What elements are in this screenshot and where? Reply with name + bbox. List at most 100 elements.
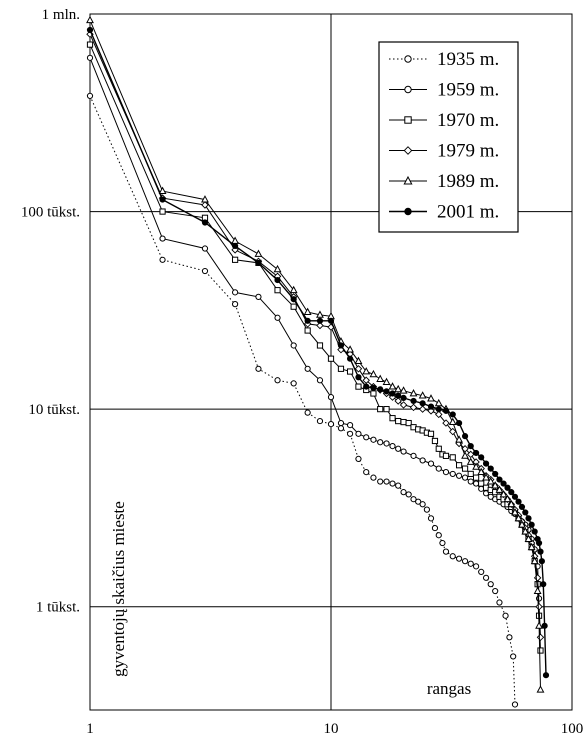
data-point bbox=[400, 394, 407, 401]
y-axis-label: gyventojų skaičius mieste bbox=[109, 501, 128, 677]
data-point bbox=[482, 473, 491, 481]
data-point bbox=[389, 390, 396, 397]
data-point bbox=[304, 365, 311, 372]
data-point bbox=[477, 467, 486, 476]
y-tick-label: 10 tūkst. bbox=[28, 402, 80, 418]
data-point bbox=[394, 397, 402, 405]
x-axis-label: rangas bbox=[427, 679, 471, 698]
data-point bbox=[522, 509, 529, 516]
y-tick-label: 100 tūkst. bbox=[21, 205, 80, 221]
data-point bbox=[400, 418, 407, 426]
data-point bbox=[410, 496, 417, 503]
data-point bbox=[535, 602, 543, 611]
data-point bbox=[435, 445, 442, 452]
data-point bbox=[255, 365, 262, 372]
data-point bbox=[362, 376, 370, 384]
data-point bbox=[370, 436, 377, 443]
data-point bbox=[442, 469, 450, 476]
data-point bbox=[159, 235, 166, 242]
legend-marker bbox=[404, 207, 412, 216]
data-point bbox=[478, 568, 485, 576]
data-point bbox=[455, 435, 464, 443]
data-point bbox=[346, 355, 354, 362]
data-point bbox=[482, 460, 490, 467]
data-point bbox=[449, 427, 457, 436]
data-point bbox=[410, 397, 417, 405]
data-point bbox=[201, 245, 209, 252]
data-point bbox=[316, 342, 324, 349]
series-6 bbox=[86, 26, 550, 679]
data-point bbox=[491, 481, 500, 489]
data-point bbox=[467, 442, 474, 450]
data-point bbox=[400, 448, 407, 455]
data-point bbox=[535, 621, 543, 629]
data-point bbox=[363, 383, 370, 390]
plot-frame bbox=[89, 13, 573, 711]
data-point bbox=[231, 256, 239, 263]
data-point bbox=[431, 524, 439, 532]
data-point bbox=[346, 368, 354, 375]
data-point bbox=[435, 532, 442, 539]
data-point bbox=[290, 303, 297, 310]
data-point bbox=[531, 528, 538, 535]
data-point bbox=[507, 499, 516, 508]
data-point bbox=[518, 503, 526, 510]
data-point bbox=[427, 460, 435, 467]
data-point bbox=[290, 342, 297, 349]
data-point bbox=[86, 15, 94, 24]
data-point bbox=[478, 480, 485, 487]
data-point bbox=[337, 419, 345, 427]
data-point bbox=[448, 417, 457, 425]
data-point bbox=[510, 653, 517, 660]
data-point bbox=[537, 548, 544, 555]
data-point bbox=[533, 574, 542, 582]
data-point bbox=[377, 439, 384, 446]
data-point bbox=[496, 476, 503, 483]
data-point bbox=[495, 485, 504, 493]
data-point bbox=[409, 389, 418, 397]
legend-label: 1970 m. bbox=[437, 110, 499, 131]
data-point bbox=[395, 417, 402, 425]
data-point bbox=[419, 457, 426, 464]
data-point bbox=[419, 400, 426, 407]
series-layer bbox=[86, 15, 550, 708]
data-point bbox=[355, 374, 362, 381]
data-point bbox=[427, 430, 435, 437]
data-point bbox=[427, 515, 435, 522]
data-point bbox=[370, 474, 377, 481]
data-point bbox=[461, 474, 469, 481]
data-point bbox=[370, 390, 377, 397]
data-point bbox=[415, 498, 422, 505]
data-point bbox=[467, 560, 474, 567]
data-point bbox=[449, 454, 456, 461]
legend-label: 1935 m. bbox=[437, 49, 499, 70]
data-point bbox=[500, 480, 507, 487]
data-point bbox=[442, 407, 450, 414]
data-point bbox=[316, 417, 324, 425]
data-point bbox=[201, 267, 209, 275]
data-point bbox=[355, 455, 362, 462]
data-point bbox=[530, 556, 539, 565]
legend-marker bbox=[404, 85, 412, 94]
x-tick-label: 100 bbox=[561, 721, 584, 737]
data-point bbox=[486, 477, 495, 485]
data-point bbox=[383, 406, 390, 413]
data-point bbox=[316, 377, 324, 384]
data-point bbox=[383, 440, 390, 447]
data-point bbox=[423, 506, 431, 513]
data-point bbox=[472, 480, 480, 487]
legend-entry: 2001 m. bbox=[389, 202, 499, 223]
data-point bbox=[487, 581, 494, 588]
data-point bbox=[467, 470, 474, 478]
data-point bbox=[231, 289, 239, 296]
data-point bbox=[377, 386, 384, 393]
data-point bbox=[159, 208, 166, 215]
data-point bbox=[377, 478, 384, 485]
data-point bbox=[455, 462, 463, 469]
data-point bbox=[399, 386, 408, 394]
data-point bbox=[346, 430, 354, 437]
data-point bbox=[499, 489, 508, 498]
data-point bbox=[527, 542, 536, 551]
data-point bbox=[431, 437, 439, 445]
data-point bbox=[511, 493, 519, 500]
